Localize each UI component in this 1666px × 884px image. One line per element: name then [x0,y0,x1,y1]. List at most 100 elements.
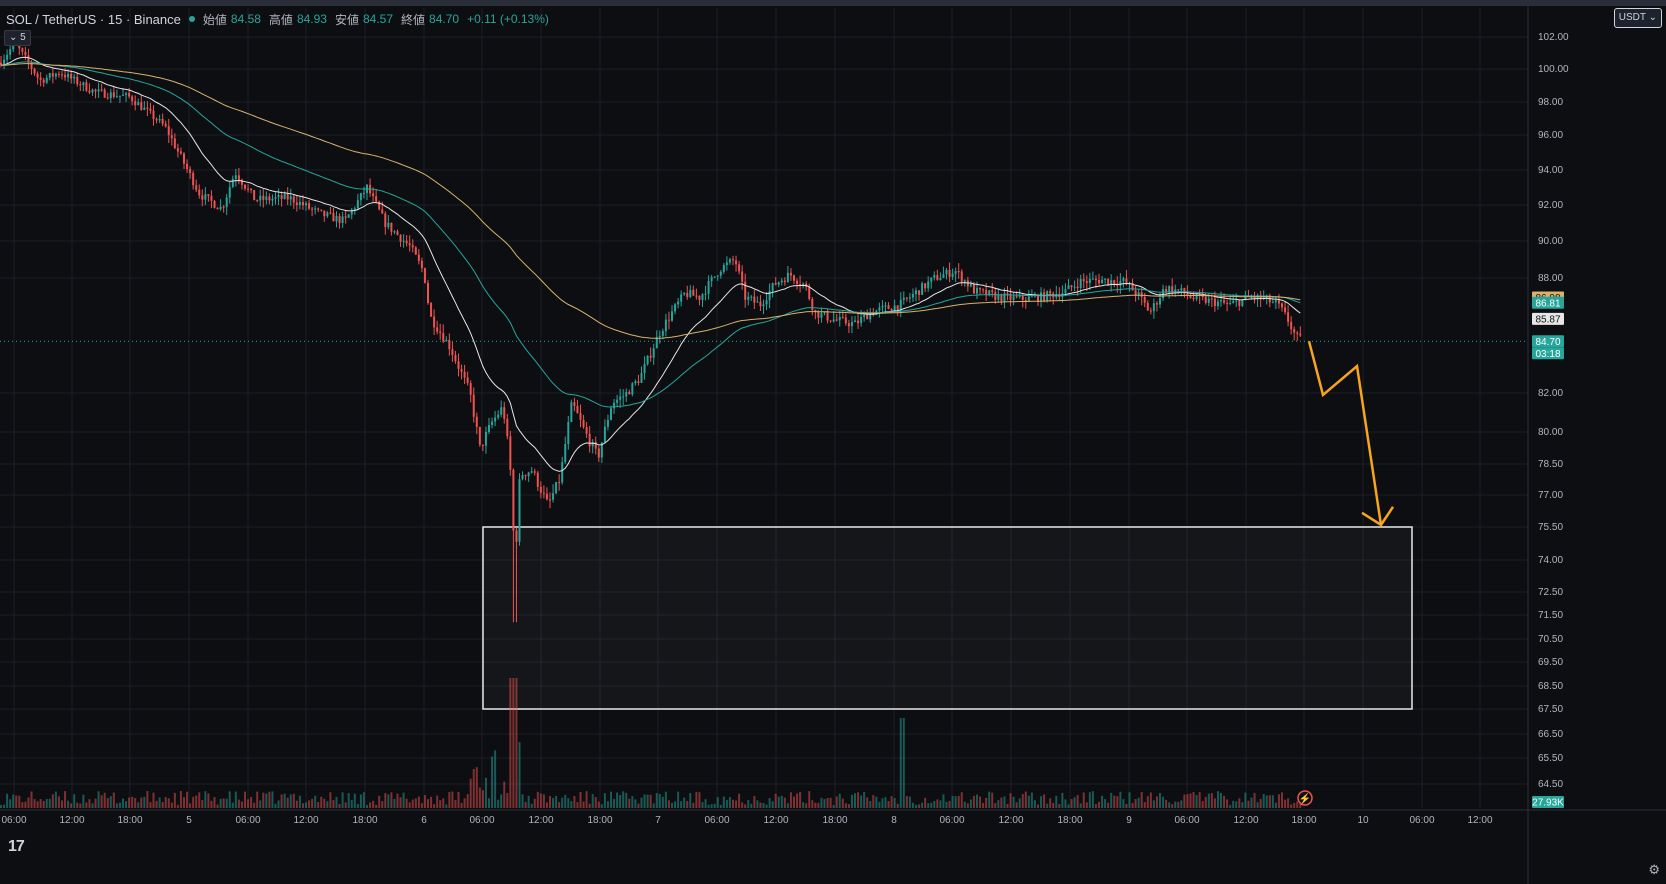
candle-body [228,187,231,198]
candle-body [1186,293,1189,296]
candle-body [1012,296,1015,300]
volume-bar [866,797,869,808]
symbol-title[interactable]: SOL / TetherUS · 15 · Binance [6,11,181,27]
volume-bar [521,794,524,808]
candle-body [481,444,484,446]
candle-body [179,151,182,154]
volume-bar [890,796,893,808]
volume-bar [61,800,63,808]
volume-bar [966,803,969,808]
candle-body [30,62,33,69]
time-tick-label: 18:00 [117,815,142,826]
volume-bar [369,802,372,808]
candle-body [268,196,271,201]
volume-bar [91,803,94,808]
candle-body [54,73,57,77]
volume-bar [170,802,173,808]
candles [0,38,1302,623]
candle-body [927,281,930,289]
tradingview-logo-icon[interactable]: 17 [8,838,25,855]
volume-bar [716,797,719,808]
volume-bar [213,797,216,808]
volume-bar [359,794,362,808]
volume-bar [591,794,594,808]
time-tick-label: 06:00 [235,815,260,826]
volume-bar [1226,799,1229,808]
candle-body [3,59,6,66]
indicator-toggle-button[interactable]: ⌄ 5 [4,30,31,46]
candle-body [1189,295,1192,298]
candle-body [625,392,628,397]
volume-bar [423,795,426,808]
candle-body [201,195,204,200]
time-tick-label: 12:00 [59,815,84,826]
candle-body [1250,296,1253,298]
volume-bar [515,678,518,808]
volume-bar [576,802,579,808]
volume-bar [280,794,283,808]
candle-body [170,135,173,139]
volume-bar [677,791,680,808]
price-tick-label: 72.50 [1538,587,1563,598]
currency-selector[interactable]: USDT ⌄ [1613,8,1662,28]
open-label: 始値 [202,12,227,27]
candle-body [762,304,765,307]
candle-body [674,304,677,312]
candle-body [1281,303,1283,308]
candle-body [1152,303,1155,312]
volume-bar [512,678,515,808]
volume-bar [1091,791,1094,808]
gear-icon[interactable]: ⚙ [1648,862,1660,877]
volume-bar [664,791,667,808]
volume-bar [247,799,250,808]
volume-bar [427,799,429,808]
volume-bar [1070,799,1073,808]
volume-bar [701,802,704,808]
volume-bar [405,798,408,808]
candle-body [1277,300,1280,304]
volume-bar [567,798,570,808]
candle-body [167,126,170,136]
volume-bar [735,800,738,808]
time-tick-label: 18:00 [587,815,612,826]
candle-body [1174,289,1177,293]
volume-bar [15,795,18,808]
candle-body [70,73,73,79]
candle-body [646,355,649,365]
volume-bar [789,792,792,808]
candle-body [51,73,54,77]
candle-body [414,247,417,255]
candle-body [1021,295,1024,301]
volume-bar [695,791,698,808]
candle-body [6,54,9,60]
candle-body [189,169,192,173]
volume-bar [64,791,67,808]
volume-bar [118,802,121,808]
volume-bar [262,792,265,808]
volume-bar [372,800,375,808]
high-label: 高値 [268,12,293,27]
volume-bar [152,792,155,808]
candle-body [683,292,686,295]
volume-bar [1192,792,1195,808]
candle-body [106,97,109,99]
volume-bar [1003,796,1006,808]
volume-bar [549,796,551,808]
volume-bar [564,794,567,808]
candle-body [36,73,39,78]
candle-body [503,407,506,419]
time-tick-label: 8 [891,815,897,826]
volume-bar [393,798,396,808]
candle-body [21,48,24,52]
volume-bar [838,793,841,808]
candle-body [125,93,128,95]
volume-bar [631,796,634,808]
open-value: 84.58 [230,12,261,26]
volume-bar [997,800,1000,808]
close-value: 84.70 [429,12,460,26]
candle-body [460,368,463,372]
candle-body [677,301,680,305]
volume-bar [628,798,631,808]
candle-body [808,286,811,299]
